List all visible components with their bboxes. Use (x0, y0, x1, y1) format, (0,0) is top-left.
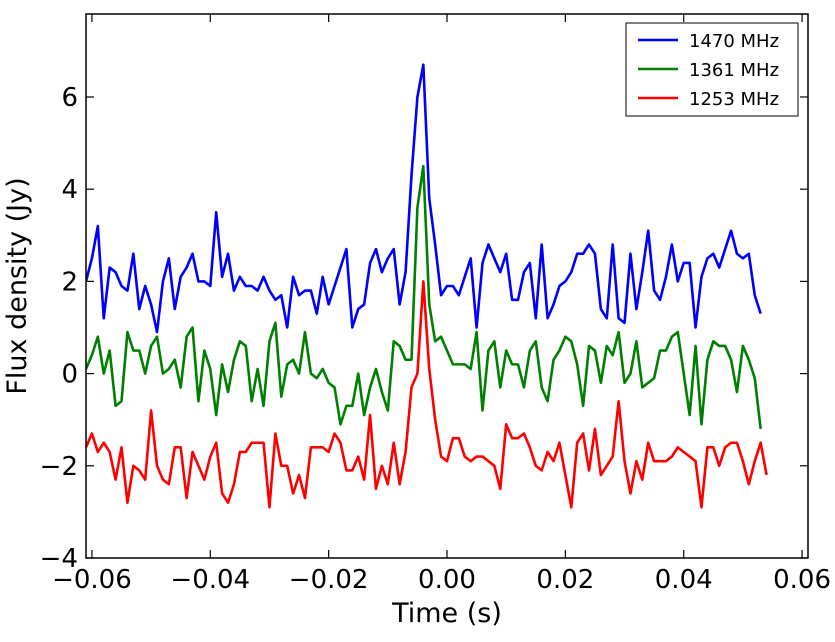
x-tick-label: 0.06 (773, 565, 831, 595)
y-tick-label: −2 (40, 452, 78, 482)
legend-label: 1470 MHz (689, 31, 779, 52)
x-axis-label: Time (s) (391, 598, 502, 629)
y-axis-label: Flux density (Jy) (2, 177, 33, 394)
legend-label: 1253 MHz (689, 89, 779, 110)
y-tick-label: 0 (61, 360, 78, 390)
series-line-3 (86, 280, 768, 509)
legend-label: 1361 MHz (689, 60, 779, 81)
x-tick-label: 0.02 (536, 565, 594, 595)
x-tick-label: −0.06 (52, 565, 132, 595)
x-tick-label: −0.04 (170, 565, 250, 595)
series-line-2 (86, 164, 762, 430)
x-tick-label: 0.04 (655, 565, 713, 595)
y-tick-label: 2 (61, 267, 78, 297)
legend: 1470 MHz 1361 MHz 1253 MHz (625, 22, 799, 117)
tick-layer: −0.06 −0.04 −0.02 0.00 0.02 0.04 0.06 −4 −2 0 2 4 6 (40, 14, 831, 595)
y-tick-label: 6 (61, 83, 78, 113)
series-line-1 (86, 63, 762, 334)
series-layer (86, 63, 768, 509)
x-tick-label: −0.02 (289, 565, 369, 595)
y-tick-label: 4 (61, 175, 78, 205)
y-tick-label: −4 (40, 544, 78, 574)
x-tick-label: 0.00 (418, 565, 476, 595)
